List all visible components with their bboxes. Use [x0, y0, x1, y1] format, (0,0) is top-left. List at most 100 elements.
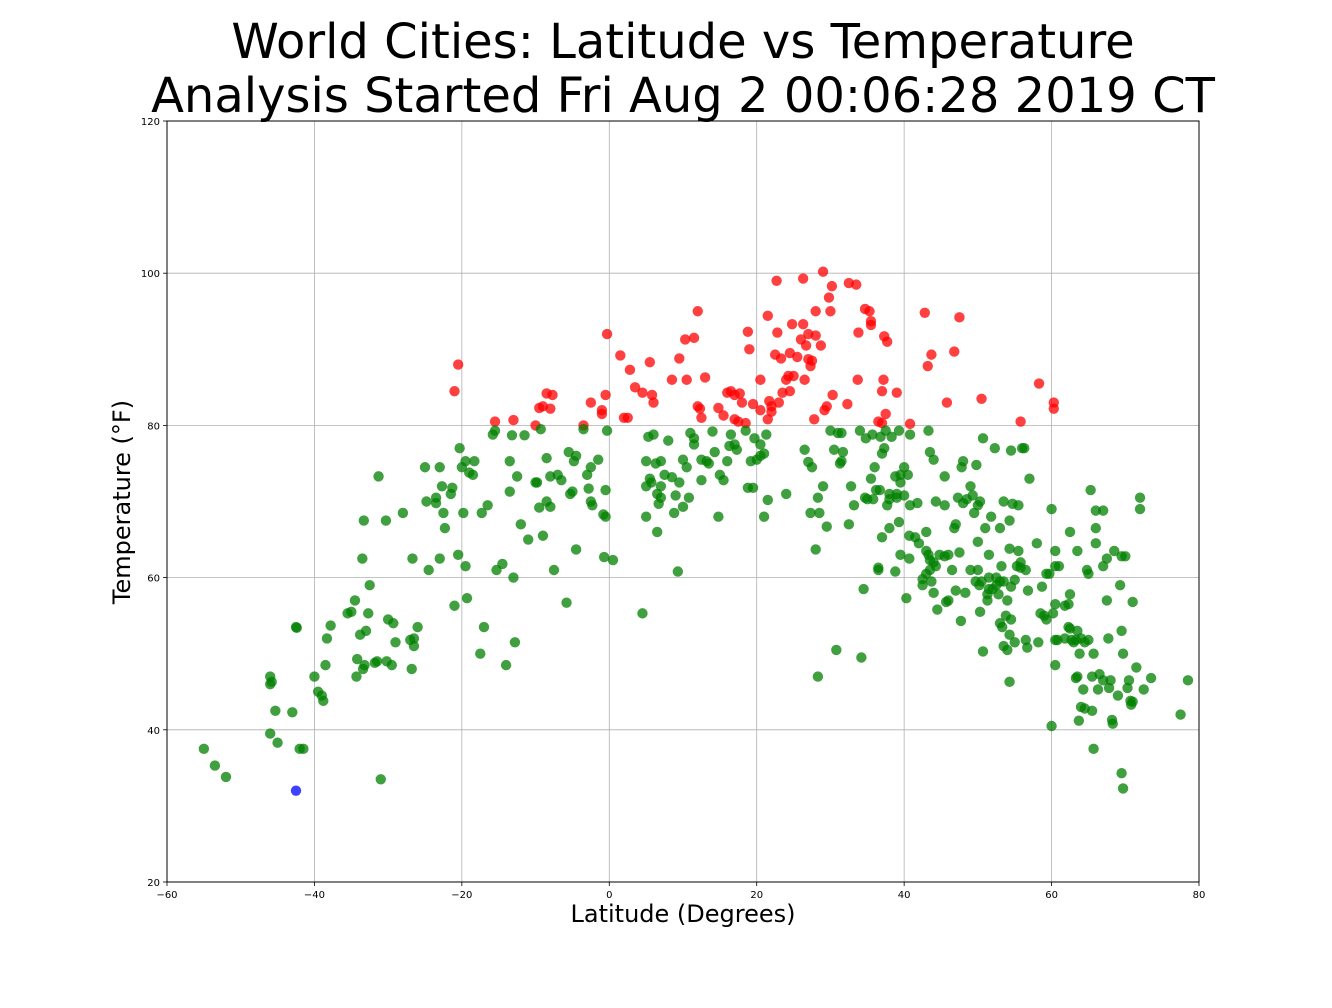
y-tick-label: 100	[141, 269, 160, 280]
data-point-mild	[758, 448, 770, 459]
data-point-mild	[373, 471, 384, 482]
data-point-mild	[865, 473, 877, 484]
data-point-mild	[831, 644, 842, 656]
data-point-mild	[489, 425, 501, 436]
data-point-hot	[800, 340, 812, 351]
data-point-hot	[825, 306, 836, 317]
data-point-mild	[867, 429, 878, 440]
x-tick-label: 80	[1193, 890, 1206, 901]
data-points	[198, 266, 1194, 796]
data-point-mild	[1050, 545, 1061, 557]
data-point-hot	[747, 398, 759, 410]
data-point-mild	[434, 553, 445, 564]
data-point-mild	[836, 455, 847, 467]
data-point-mild	[867, 494, 879, 505]
data-point-mild	[363, 608, 374, 619]
data-point-mild	[1013, 500, 1024, 511]
data-point-mild	[1145, 672, 1157, 684]
x-axis-label: Latitude (Degrees)	[571, 900, 796, 928]
data-point-mild	[904, 553, 915, 564]
data-point-mild	[856, 652, 867, 663]
data-point-mild	[1103, 633, 1114, 644]
data-point-mild	[731, 444, 743, 455]
data-point-mild	[287, 707, 298, 718]
data-point-mild	[320, 659, 331, 671]
data-point-hot	[771, 275, 782, 287]
data-point-hot	[734, 388, 745, 399]
data-point-mild	[950, 519, 961, 530]
data-point-mild	[1105, 675, 1116, 686]
data-point-hot	[809, 414, 820, 425]
data-point-mild	[531, 477, 543, 488]
data-point-hot	[680, 334, 691, 345]
data-point-mild	[873, 564, 884, 576]
data-point-hot	[842, 398, 853, 410]
data-point-hot	[755, 404, 766, 416]
data-point-mild	[478, 621, 490, 633]
data-point-mild	[601, 425, 613, 436]
data-point-mild	[996, 560, 1007, 572]
data-point-mild	[821, 521, 832, 532]
data-point-mild	[371, 656, 383, 667]
x-tick-label: 40	[898, 890, 911, 901]
data-point-mild	[977, 433, 989, 444]
data-point-mild	[325, 620, 336, 631]
data-point-mild	[593, 454, 604, 465]
data-point-mild	[1072, 671, 1083, 682]
data-point-mild	[703, 458, 714, 469]
data-point-mild	[407, 553, 418, 564]
data-point-hot	[718, 410, 729, 421]
data-point-mild	[904, 429, 916, 440]
data-point-mild	[1114, 580, 1126, 591]
data-point-mild	[893, 516, 905, 528]
data-point-mild	[781, 488, 792, 500]
y-tick-label: 60	[147, 574, 160, 585]
data-point-mild	[1107, 718, 1118, 729]
data-point-mild	[1083, 568, 1094, 579]
data-point-hot	[810, 306, 821, 317]
data-point-mild	[1112, 690, 1124, 701]
data-point-mild	[508, 572, 519, 583]
data-point-mild	[449, 600, 460, 611]
data-point-mild	[1024, 473, 1035, 484]
data-point-mild	[983, 549, 995, 560]
data-point-mild	[640, 455, 652, 467]
data-point-mild	[1064, 526, 1076, 538]
data-point-hot	[810, 330, 821, 341]
data-point-mild	[1036, 581, 1048, 592]
data-point-mild	[655, 492, 667, 503]
data-point-mild	[854, 425, 866, 436]
data-point-hot	[826, 280, 838, 292]
data-point-hot	[692, 306, 703, 317]
data-point-hot	[681, 374, 692, 385]
data-point-mild	[640, 511, 652, 522]
data-point-hot	[755, 374, 766, 385]
data-point-mild	[434, 462, 445, 473]
x-tick-label: 0	[606, 890, 612, 901]
data-point-cold	[290, 785, 302, 796]
data-point-mild	[965, 564, 976, 576]
data-point-mild	[917, 580, 928, 591]
data-point-mild	[980, 522, 991, 534]
data-point-mild	[848, 500, 860, 511]
data-point-mild	[898, 490, 910, 501]
data-point-mild	[913, 538, 925, 549]
data-point-hot	[799, 374, 810, 385]
data-point-mild	[928, 454, 939, 465]
data-point-mild	[996, 621, 1008, 633]
data-point-hot	[449, 385, 460, 397]
data-point-mild	[1009, 637, 1020, 648]
data-point-mild	[960, 587, 971, 599]
data-point-mild	[954, 547, 965, 558]
data-point-mild	[722, 455, 733, 467]
data-point-mild	[670, 490, 681, 501]
data-point-mild	[974, 606, 986, 618]
data-point-mild	[266, 676, 277, 688]
data-point-mild	[666, 471, 678, 483]
data-point-mild	[198, 743, 210, 755]
data-point-mild	[1097, 675, 1109, 686]
data-point-mild	[901, 592, 912, 604]
data-point-mild	[1134, 503, 1146, 515]
data-point-mild	[419, 462, 431, 473]
